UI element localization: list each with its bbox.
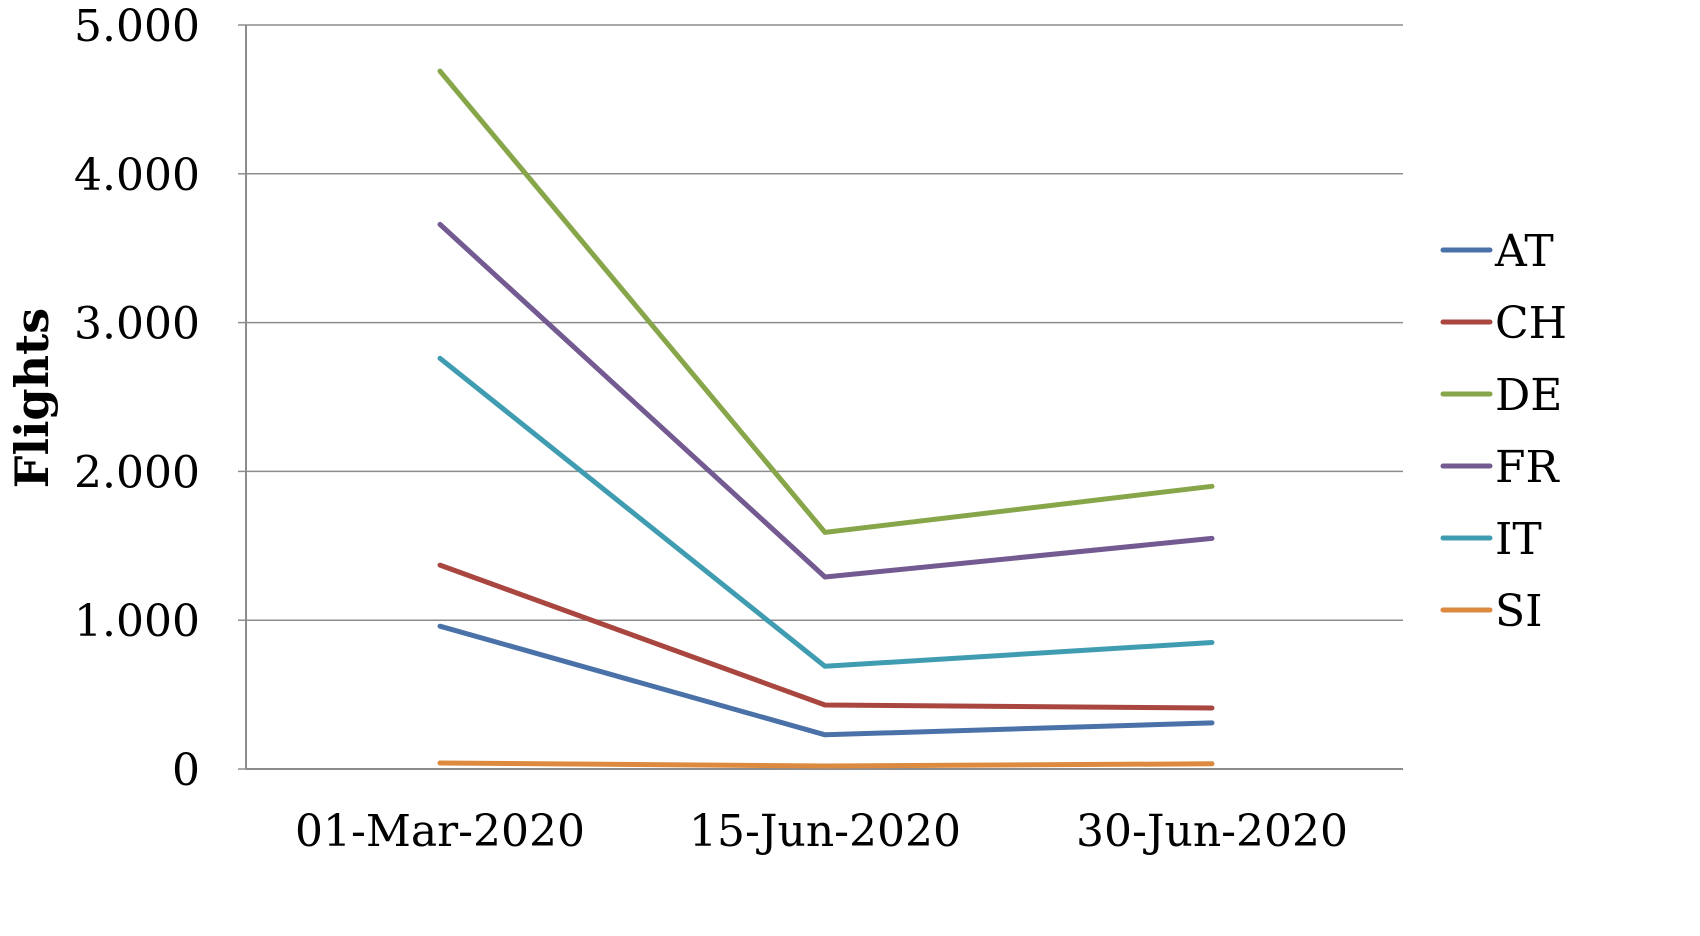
axes — [238, 24, 1403, 770]
series-line-de — [437, 68, 1215, 535]
legend: AT CH DE FR IT SI — [1440, 226, 1567, 637]
legend-label-ch: CH — [1495, 298, 1567, 349]
y-tick-label: 4.000 — [74, 150, 200, 201]
x-tick-label: 15-Jun-2020 — [689, 806, 961, 857]
legend-label-fr: FR — [1495, 442, 1561, 493]
y-tick-label: 0 — [172, 745, 200, 796]
legend-label-de: DE — [1495, 370, 1562, 421]
x-tick-label: 01-Mar-2020 — [295, 806, 585, 857]
x-tick-label: 30-Jun-2020 — [1076, 806, 1348, 857]
series-line-at — [437, 623, 1215, 738]
x-tick-labels: 01-Mar-2020 15-Jun-2020 30-Jun-2020 — [295, 806, 1348, 857]
series-line-ch — [437, 562, 1215, 711]
legend-label-at: AT — [1494, 226, 1554, 277]
series-line-it — [437, 355, 1215, 669]
series-line-si — [437, 760, 1215, 769]
y-tick-label: 3.000 — [74, 299, 200, 350]
gridlines — [246, 24, 1403, 621]
legend-label-it: IT — [1495, 514, 1542, 565]
y-tick-label: 5.000 — [74, 1, 200, 52]
y-tick-labels: 0 1.000 2.000 3.000 4.000 5.000 — [74, 1, 200, 796]
y-tick-label: 2.000 — [74, 447, 200, 498]
legend-label-si: SI — [1495, 586, 1543, 637]
series-lines — [437, 68, 1215, 769]
y-axis-label: Flights — [5, 308, 59, 488]
y-tick-label: 1.000 — [74, 596, 200, 647]
series-line-fr — [437, 221, 1215, 580]
